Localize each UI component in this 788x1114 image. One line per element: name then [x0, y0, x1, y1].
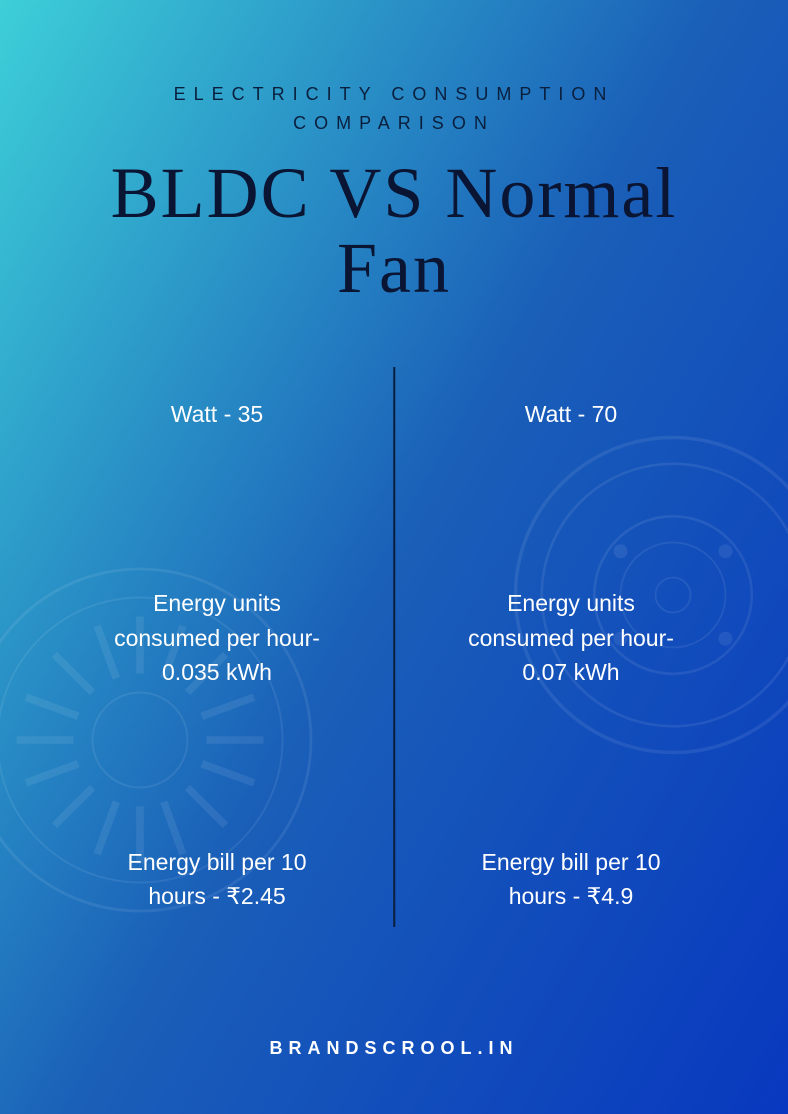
subtitle-line-2: COMPARISON	[293, 113, 495, 133]
infographic-content: ELECTRICITY CONSUMPTION COMPARISON BLDC …	[0, 0, 788, 1114]
comparison-grid: Watt - 35 Energy units consumed per hour…	[40, 367, 748, 1038]
bldc-bill: Energy bill per 10 hours - ₹2.45	[128, 845, 307, 914]
bldc-energy: Energy units consumed per hour- 0.035 kW…	[114, 586, 320, 690]
subtitle-line-1: ELECTRICITY CONSUMPTION	[174, 84, 615, 104]
column-divider	[393, 367, 395, 927]
subtitle: ELECTRICITY CONSUMPTION COMPARISON	[174, 80, 615, 138]
main-title: BLDC VS Normal Fan	[111, 156, 678, 307]
normal-column: Watt - 70 Energy units consumed per hour…	[394, 367, 748, 1038]
normal-energy: Energy units consumed per hour- 0.07 kWh	[468, 586, 674, 690]
bldc-watt: Watt - 35	[171, 397, 263, 432]
normal-bill: Energy bill per 10 hours - ₹4.9	[482, 845, 661, 914]
title-line-2: Fan	[337, 228, 451, 308]
normal-watt: Watt - 70	[525, 397, 617, 432]
title-line-1: BLDC VS Normal	[111, 153, 678, 233]
bldc-column: Watt - 35 Energy units consumed per hour…	[40, 367, 394, 1038]
footer-text: BRANDSCROOL.IN	[270, 1038, 519, 1074]
